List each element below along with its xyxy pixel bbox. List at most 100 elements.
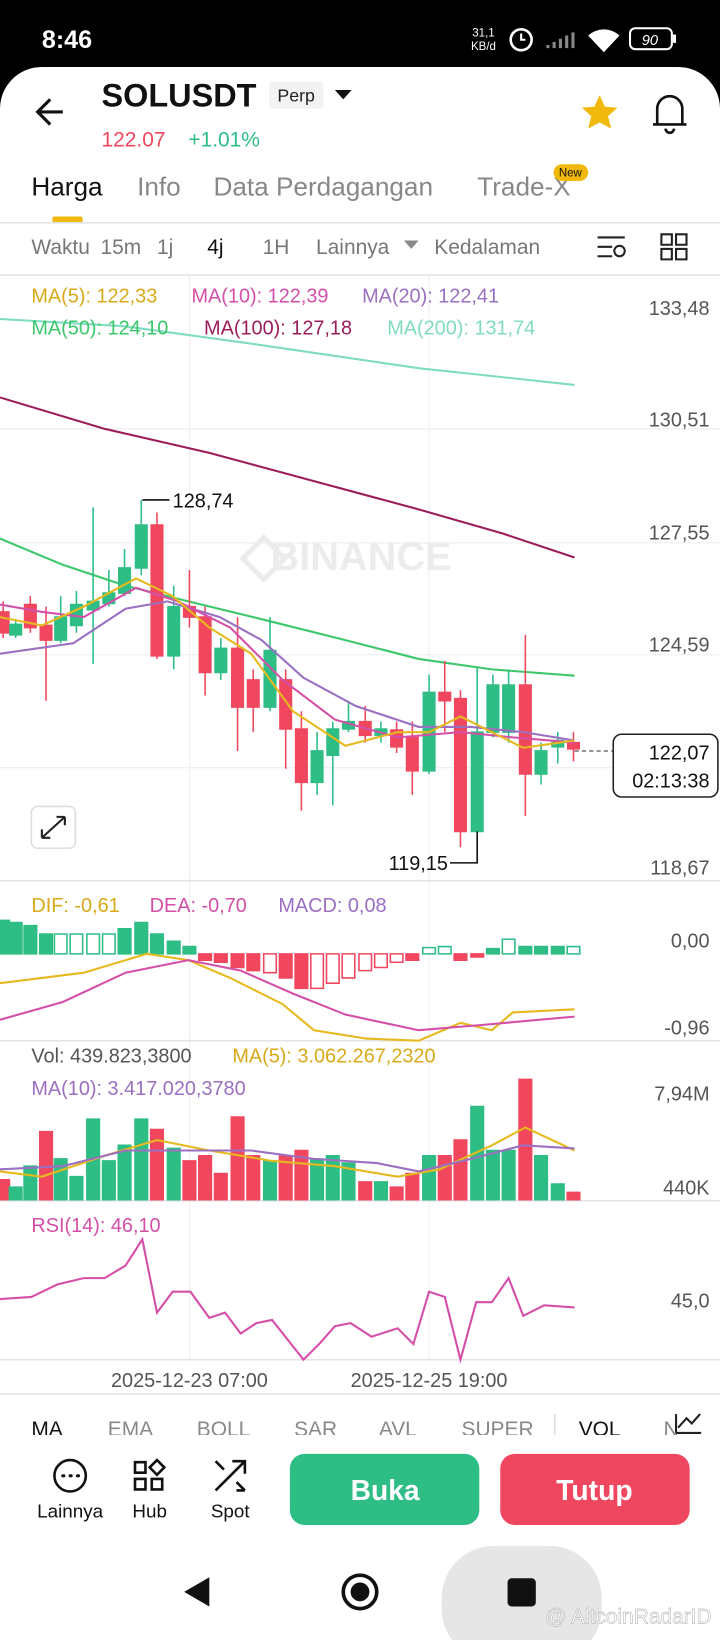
shape-r [38,1130,54,1201]
circle-shape [341,1573,379,1611]
new-badge: New [559,168,583,180]
toolbar-interval-label: Waktu [31,236,90,259]
rect-shape [0,146,720,1640]
path-shape [450,831,478,864]
shape-ln [0,317,575,386]
shape-sep [0,879,720,1361]
shape-rh [262,953,278,974]
macd-axis-0: 0,00 [671,931,710,953]
shape-g [470,666,484,863]
shape-g [485,947,500,955]
rect-shape [628,27,673,51]
macd-macd: MACD: 0,08 [278,895,386,917]
shape-g [23,1165,38,1201]
path-shape [675,1413,702,1434]
status-bar-battery: 90 [642,33,659,49]
path-shape [184,1577,210,1607]
watermark: @ AltcoinRadarID [545,1605,712,1628]
shape-r [0,1179,11,1201]
chart-ma-2: MA(20): 122,41 [362,285,499,307]
shape-g [341,1162,356,1201]
chart-ma-5: MA(200): 131,74 [387,318,535,340]
shape-r [453,1139,468,1201]
chart-ma-4: MA(100): 127,18 [204,318,352,340]
shape-ln [0,959,575,1032]
shape-r [405,953,420,961]
macd-dif: DIF: -0,61 [31,895,119,917]
shape-r [437,1154,452,1201]
shape-r [150,512,164,659]
volume-vol: Vol: 439.823,3800 [31,1046,191,1068]
path-shape [40,815,66,839]
toolbar-intervals-0: 15m [100,236,141,259]
shape-r [230,1116,245,1201]
path-shape [588,29,620,53]
toolbar-more: Lainnya [316,236,390,259]
shape-ln [0,1236,575,1364]
shape-ln [0,600,575,742]
tabs-2: Data Perdagangan [213,172,433,202]
shape-g [533,1154,549,1201]
shape-gh [566,945,581,955]
chart-price-axis-2: 127,55 [649,523,710,545]
shape-r [149,1128,165,1201]
shape-g [69,590,83,633]
buttons-close: Tutup [556,1474,632,1506]
header-change: +1.01% [188,128,260,151]
circle-shape [509,27,533,52]
rect-shape [672,34,677,43]
path-shape [660,233,688,261]
shape-gh [53,933,116,955]
volume-axis-0: 7,94M [654,1083,709,1105]
status-bar-time: 8:46 [42,26,92,54]
circle-shape [613,244,626,258]
open-button[interactable] [289,1453,480,1525]
path-shape [133,1458,167,1491]
path-shape [403,240,419,249]
shape-g [325,1154,340,1201]
buttons-open: Buka [351,1474,420,1506]
time-axis-0: 2025-12-23 07:00 [111,1370,268,1392]
shape-g [8,1186,23,1201]
shape-r [518,634,532,816]
shape-g [534,742,548,785]
header-price: 122.07 [102,128,166,151]
shape-grid [0,275,720,1360]
path-shape [520,33,526,41]
shape-g [373,1181,388,1201]
shape-ln [0,396,575,559]
close-button[interactable] [500,1453,690,1525]
path-shape [653,94,687,135]
shape-g [166,1147,181,1201]
tabs-0: Harga [31,172,103,202]
shape-r [358,705,372,743]
shape-r [518,1078,533,1201]
chart-last-price: 122,07 [649,742,710,764]
time-axis-1: 2025-12-25 19:00 [351,1370,508,1392]
actions-1: Hub [132,1501,167,1522]
shape-r [246,669,260,733]
shape-ln [0,586,575,744]
rect-shape [268,81,324,109]
shape-g [486,674,500,738]
shape-r [405,721,419,795]
path-shape [239,533,289,584]
chart-ma-1: MA(10): 122,39 [192,285,329,307]
shape-ln [0,537,575,677]
shape-g [310,732,324,795]
header-symbol: SOLUSDT [102,78,257,114]
rect-shape [52,216,83,223]
shape-r [358,1181,373,1201]
path-shape [214,1459,247,1492]
actions-2: Spot [211,1501,251,1522]
shape-r [279,669,293,769]
macd-dea: DEA: -0,70 [150,895,247,917]
shape-g [422,674,436,774]
chart-price-axis-1: 130,51 [649,410,710,432]
shape-r [198,1154,213,1201]
shape-gh [501,938,516,955]
shape-r [566,732,581,762]
chart-high: 128,74 [173,490,234,512]
shape-rh [310,953,404,990]
rsi-label: RSI(14): 46,10 [31,1215,160,1237]
